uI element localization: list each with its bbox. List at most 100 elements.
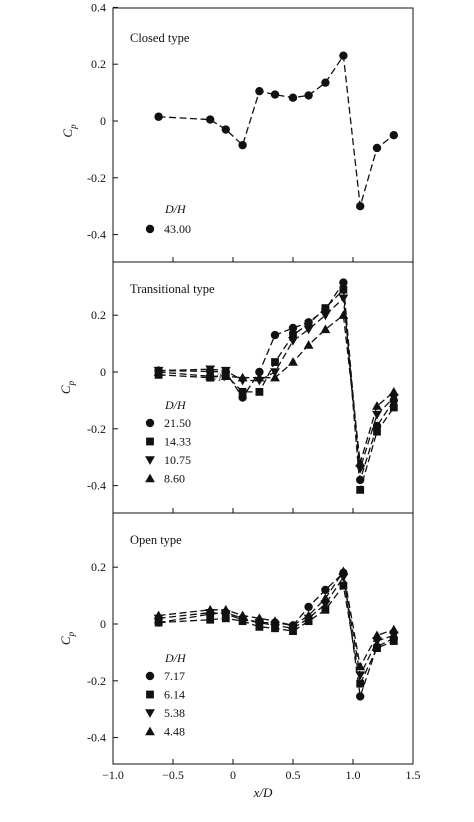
legend-marker	[145, 709, 155, 718]
data-point	[221, 125, 230, 134]
data-point	[271, 358, 279, 366]
legend-label: 5.38	[164, 706, 185, 720]
data-point	[303, 325, 314, 335]
legend-label: 10.75	[164, 453, 191, 467]
y-tick-label: -0.4	[87, 228, 106, 242]
data-point	[356, 692, 365, 701]
data-point	[320, 600, 331, 610]
x-tick-label: 1.0	[346, 768, 361, 782]
y-tick-label: -0.4	[87, 731, 106, 745]
legend: D/H 21.50 14.33 10.75 8.60	[145, 398, 191, 486]
series-43-00	[154, 51, 398, 211]
data-point	[339, 278, 348, 287]
y-tick-label: 0.2	[91, 560, 106, 574]
data-point	[389, 637, 398, 645]
data-point	[321, 78, 330, 87]
series-4-48	[153, 566, 399, 671]
data-point	[304, 319, 313, 328]
data-point	[388, 393, 399, 403]
data-point	[238, 140, 247, 150]
data-point	[338, 573, 349, 583]
data-point	[356, 202, 365, 211]
data-point	[205, 365, 216, 375]
y-tick-label: -0.2	[87, 422, 106, 436]
data-point	[220, 371, 231, 380]
data-point	[255, 86, 264, 96]
data-point	[304, 602, 313, 612]
data-point	[289, 331, 297, 339]
data-point	[373, 427, 381, 436]
series-8-60	[153, 310, 399, 467]
y-tick-label: 0.2	[91, 308, 106, 322]
y-axis-label: Cp	[58, 631, 76, 645]
data-point	[373, 644, 381, 653]
legend-marker	[145, 671, 155, 681]
data-point	[355, 457, 366, 467]
data-point	[254, 372, 265, 382]
data-point	[321, 304, 330, 312]
panel-title: Closed type	[130, 31, 190, 45]
series-10-75	[153, 294, 399, 474]
x-axis-label: x/D	[253, 785, 273, 800]
data-point	[304, 91, 313, 100]
data-point	[303, 340, 314, 349]
data-point	[288, 93, 298, 102]
data-point	[153, 610, 164, 620]
panel-transitional-type: 0.2 0 -0.2 -0.4 Cp Transitional type D/HD/H 21.…	[58, 261, 414, 514]
y-tick-label: -0.2	[87, 674, 106, 688]
y-axis-label: Cp	[58, 380, 76, 394]
y-tick-label: -0.2	[87, 171, 106, 185]
data-point	[355, 464, 366, 474]
data-point	[338, 310, 349, 319]
data-point	[270, 372, 280, 382]
data-point	[372, 143, 382, 153]
x-tick-label: −0.5	[162, 768, 184, 782]
data-point	[205, 604, 216, 614]
legend-title: D/H	[164, 202, 187, 216]
data-point	[288, 357, 298, 366]
data-point	[255, 367, 264, 377]
data-point	[303, 610, 314, 620]
legend-label: 43.00	[164, 222, 191, 236]
y-tick-label: 0	[100, 114, 106, 128]
data-point	[237, 610, 248, 620]
data-point	[355, 661, 366, 671]
legend-label: 21.50	[164, 416, 191, 430]
plot-frame	[112, 261, 414, 514]
data-point	[288, 323, 298, 333]
x-tick-label: −1.0	[102, 768, 124, 782]
data-point	[220, 366, 231, 376]
x-tick-label: 0.5	[286, 768, 301, 782]
data-point	[389, 403, 398, 412]
data-point	[356, 485, 365, 494]
legend-marker	[146, 690, 154, 699]
data-point	[320, 324, 331, 334]
data-point	[220, 604, 231, 614]
data-point	[288, 337, 298, 346]
y-tick-label: 0.4	[91, 0, 106, 14]
legend-label: 7.17	[164, 669, 185, 683]
data-point	[320, 593, 331, 603]
data-point	[270, 616, 280, 625]
legend-marker	[145, 418, 155, 428]
legend-marker	[145, 456, 155, 465]
y-tick-label: -0.4	[87, 479, 106, 493]
y-tick-label: 0	[100, 617, 106, 631]
legend-label: 8.60	[164, 472, 185, 486]
y-axis-label: Cp	[60, 124, 78, 138]
series-line	[158, 53, 395, 207]
legend-marker	[145, 726, 155, 736]
plot-frame	[112, 512, 414, 765]
legend-label: 14.33	[164, 435, 191, 449]
data-point	[339, 285, 348, 294]
data-point	[270, 90, 280, 99]
data-point	[388, 631, 399, 641]
plot-frame	[112, 7, 414, 263]
legend-marker	[146, 437, 154, 446]
data-point	[355, 671, 366, 681]
series-line	[158, 571, 395, 697]
data-point	[372, 630, 382, 640]
data-point	[320, 311, 331, 321]
legend-label: 4.48	[164, 725, 185, 739]
